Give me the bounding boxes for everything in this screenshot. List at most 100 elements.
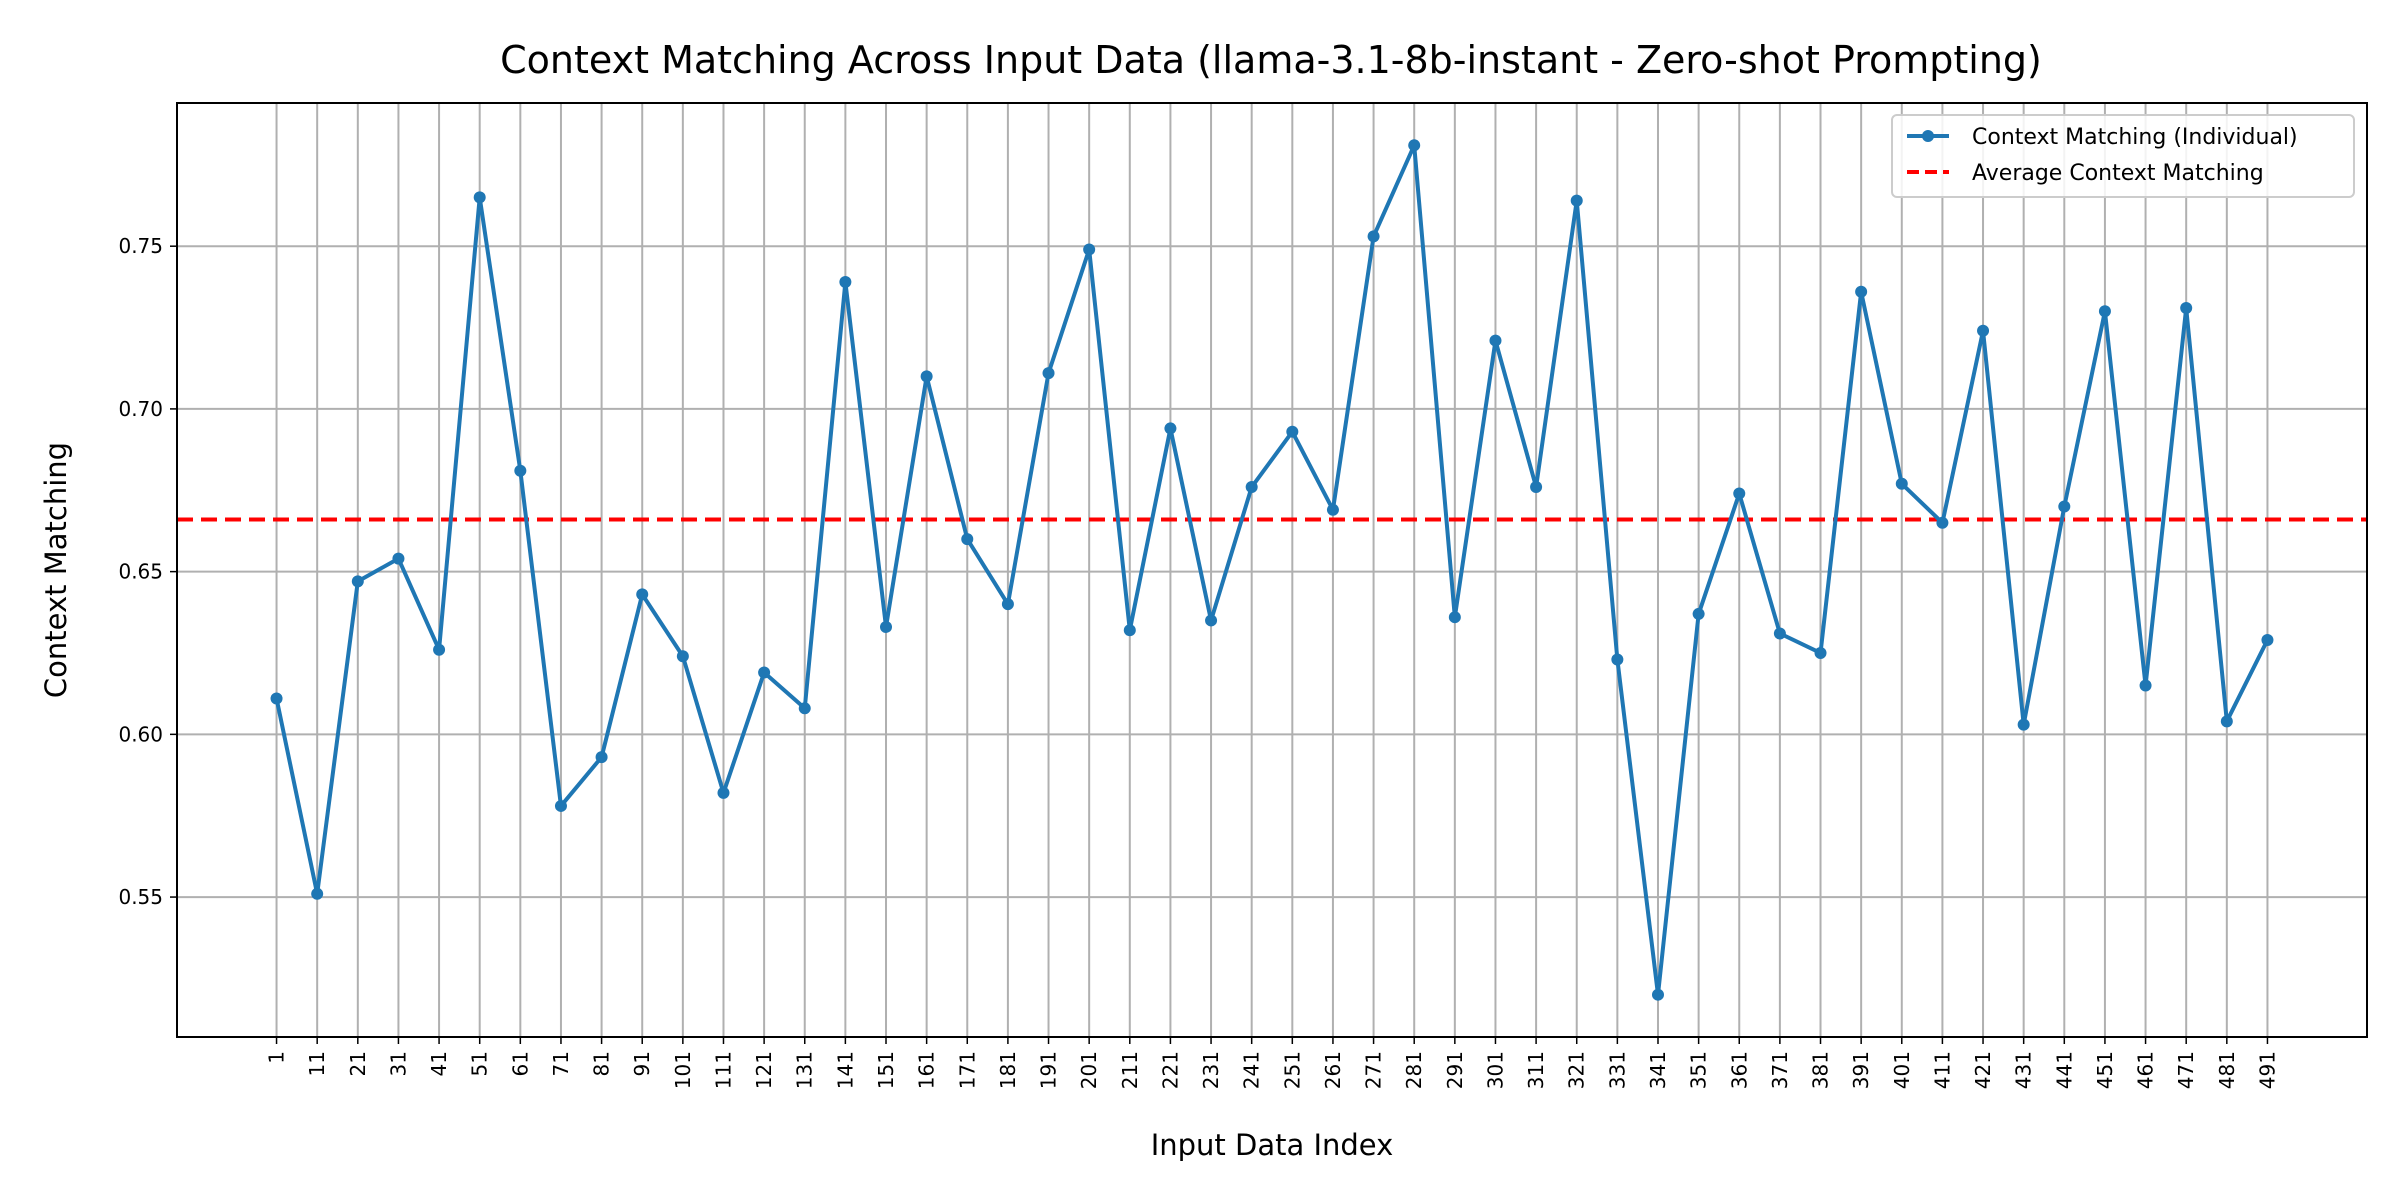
x-tick-label: 1 — [265, 1051, 289, 1064]
chart-title: Context Matching Across Input Data (llam… — [500, 38, 2042, 82]
data-point-441 — [2058, 500, 2071, 513]
data-point-401 — [1895, 477, 1908, 490]
y-tick-label: 0.75 — [118, 234, 163, 258]
data-point-191 — [1042, 367, 1055, 380]
x-tick-label: 491 — [2255, 1051, 2279, 1089]
data-point-101 — [676, 650, 689, 663]
data-points — [270, 139, 2274, 1001]
x-tick-label: 411 — [1930, 1051, 1954, 1089]
data-point-51 — [473, 191, 486, 204]
y-tick-label: 0.60 — [118, 722, 163, 746]
legend-series-marker-icon — [1922, 130, 1934, 142]
x-tick-label: 91 — [630, 1051, 654, 1076]
y-axis-ticks: 0.55 0.60 0.65 0.70 0.75 — [118, 234, 177, 909]
data-point-481 — [2220, 715, 2233, 728]
data-point-451 — [2098, 305, 2111, 318]
x-tick-label: 431 — [2012, 1051, 2036, 1089]
x-tick-label: 141 — [833, 1051, 857, 1089]
x-tick-label: 391 — [1849, 1051, 1873, 1089]
x-tick-label: 341 — [1646, 1051, 1670, 1089]
x-tick-label: 481 — [2215, 1051, 2239, 1089]
x-axis-label: Input Data Index — [1151, 1128, 1394, 1162]
data-point-281 — [1408, 139, 1421, 152]
data-point-61 — [514, 464, 527, 477]
data-point-141 — [839, 275, 852, 288]
x-tick-label: 71 — [549, 1051, 573, 1076]
x-tick-label: 321 — [1565, 1051, 1589, 1089]
x-tick-label: 191 — [1037, 1051, 1061, 1089]
data-point-211 — [1123, 624, 1136, 637]
x-tick-label: 241 — [1240, 1051, 1264, 1089]
x-tick-label: 291 — [1443, 1051, 1467, 1089]
y-axis-label: Context Matching — [39, 442, 73, 698]
x-tick-label: 231 — [1199, 1051, 1223, 1089]
x-tick-label: 31 — [386, 1051, 410, 1076]
x-tick-label: 61 — [508, 1051, 532, 1076]
data-point-431 — [2017, 718, 2030, 731]
y-tick-label: 0.55 — [118, 885, 163, 909]
x-tick-label: 181 — [996, 1051, 1020, 1089]
data-point-71 — [554, 799, 567, 812]
x-tick-label: 101 — [671, 1051, 695, 1089]
data-point-471 — [2180, 302, 2193, 315]
x-tick-label: 131 — [793, 1051, 817, 1089]
data-point-151 — [880, 620, 893, 633]
x-tick-label: 11 — [305, 1051, 329, 1076]
x-tick-label: 121 — [752, 1051, 776, 1089]
x-tick-label: 331 — [1605, 1051, 1629, 1089]
data-point-181 — [1001, 598, 1014, 611]
data-point-81 — [595, 751, 608, 764]
x-tick-label: 421 — [1971, 1051, 1995, 1089]
data-point-91 — [636, 588, 649, 601]
data-point-41 — [433, 643, 446, 656]
y-tick-label: 0.70 — [118, 397, 163, 421]
data-point-391 — [1855, 285, 1868, 298]
legend-box — [1891, 114, 2355, 198]
data-point-421 — [1977, 324, 1990, 337]
data-point-221 — [1164, 422, 1177, 435]
x-tick-label: 371 — [1768, 1051, 1792, 1089]
x-tick-label: 51 — [468, 1051, 492, 1076]
data-point-21 — [351, 575, 364, 588]
x-tick-label: 41 — [427, 1051, 451, 1076]
data-point-161 — [920, 370, 933, 383]
plot-frame — [176, 102, 2368, 1038]
data-point-411 — [1936, 516, 1949, 529]
x-tick-label: 451 — [2093, 1051, 2117, 1089]
x-tick-label: 171 — [955, 1051, 979, 1089]
x-tick-label: 111 — [711, 1051, 735, 1089]
legend: Context Matching (Individual) Average Co… — [1891, 114, 2355, 198]
data-point-121 — [758, 666, 771, 679]
x-tick-label: 21 — [346, 1051, 370, 1076]
data-point-381 — [1814, 646, 1827, 659]
data-point-331 — [1611, 653, 1624, 666]
x-tick-label: 201 — [1077, 1051, 1101, 1089]
x-tick-label: 211 — [1118, 1051, 1142, 1089]
x-axis-ticks: 1 11 21 31 41 51 61 71 81 91 101 111 121 131 141 151 161… — [265, 1037, 2279, 1089]
x-tick-label: 401 — [1890, 1051, 1914, 1089]
data-point-311 — [1530, 481, 1543, 494]
y-tick-label: 0.65 — [118, 560, 163, 584]
data-point-271 — [1367, 230, 1380, 243]
data-point-351 — [1692, 607, 1705, 620]
x-tick-label: 461 — [2134, 1051, 2158, 1089]
data-point-461 — [2139, 679, 2152, 692]
grid-lines — [177, 103, 2367, 1037]
data-point-1 — [270, 692, 283, 705]
x-tick-label: 281 — [1402, 1051, 1426, 1089]
x-tick-label: 351 — [1687, 1051, 1711, 1089]
x-tick-label: 441 — [2052, 1051, 2076, 1089]
data-point-341 — [1651, 988, 1664, 1001]
data-point-261 — [1326, 503, 1339, 516]
data-point-131 — [798, 702, 811, 715]
data-point-251 — [1286, 425, 1299, 438]
x-tick-label: 301 — [1483, 1051, 1507, 1089]
data-point-231 — [1205, 614, 1218, 627]
data-point-241 — [1245, 481, 1258, 494]
data-point-11 — [311, 887, 324, 900]
data-point-291 — [1448, 611, 1461, 624]
data-point-361 — [1733, 487, 1746, 500]
x-tick-label: 221 — [1158, 1051, 1182, 1089]
x-tick-label: 81 — [590, 1051, 614, 1076]
